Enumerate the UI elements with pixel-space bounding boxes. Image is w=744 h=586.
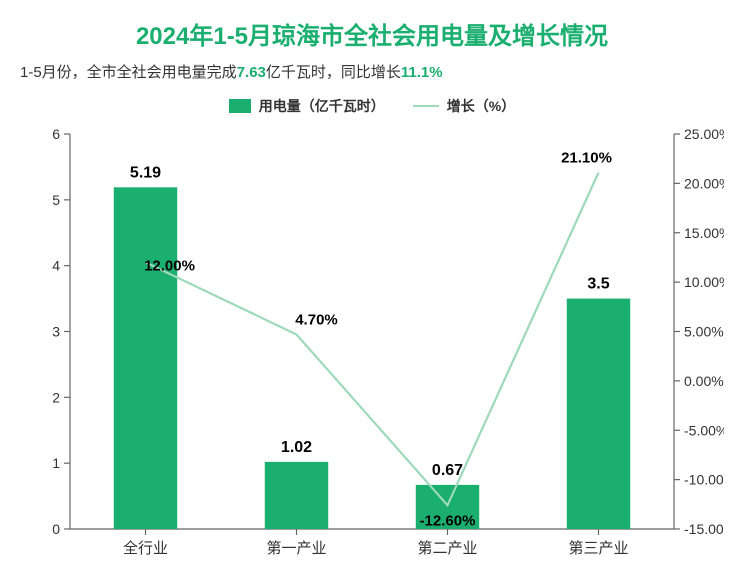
y-right-tick-label: -10.00%	[684, 472, 724, 488]
category-label: 全行业	[123, 539, 168, 557]
legend-item-line: 增长（%）	[413, 96, 515, 116]
growth-line	[146, 173, 599, 506]
line-value-label: 21.10%	[561, 150, 612, 167]
bar-value-label: 5.19	[130, 164, 161, 181]
y-right-tick-label: 20.00%	[684, 175, 724, 191]
line-value-label: 12.00%	[144, 257, 195, 274]
subtitle-prefix: 1-5月份，全市全社会用电量完成	[20, 64, 237, 81]
y-left-tick-label: 3	[52, 324, 60, 340]
legend-bar-label: 用电量（亿千瓦时）	[259, 96, 385, 116]
chart-subtitle: 1-5月份，全市全社会用电量完成7.63亿千瓦时，同比增长11.1%	[20, 61, 724, 82]
line-value-label: -12.60%	[420, 512, 476, 529]
legend-item-bar: 用电量（亿千瓦时）	[229, 96, 385, 116]
category-label: 第三产业	[568, 539, 628, 557]
category-label: 第二产业	[417, 539, 477, 557]
bar	[567, 299, 630, 529]
combo-chart: 0 1 2 3 4 5 6 -15.00% -10.00% -5.00% 0.00% 5.00% 10.…	[20, 124, 724, 564]
bar	[265, 462, 328, 529]
subtitle-value-2: 11.1%	[401, 64, 443, 81]
y-right-tick-label: 15.00%	[684, 225, 724, 241]
y-right-tick-label: -15.00%	[684, 521, 724, 537]
y-right-tick-label: 25.00%	[684, 126, 724, 142]
y-left-tick-label: 2	[52, 389, 60, 405]
bar-value-label: 3.5	[587, 276, 609, 293]
legend-swatch-line	[413, 105, 439, 107]
y-left-tick-label: 6	[52, 126, 60, 142]
y-left-tick-label: 4	[52, 258, 60, 274]
y-right-tick-label: 10.00%	[684, 274, 724, 290]
chart-title: 2024年1-5月琼海市全社会用电量及增长情况	[20, 16, 724, 51]
y-right-tick-label: -5.00%	[684, 422, 724, 438]
legend: 用电量（亿千瓦时） 增长（%）	[20, 96, 724, 116]
y-right-tick-label: 5.00%	[684, 324, 724, 340]
y-left-tick-label: 0	[52, 521, 60, 537]
category-label: 第一产业	[266, 539, 326, 557]
chart-area: 0 1 2 3 4 5 6 -15.00% -10.00% -5.00% 0.00% 5.00% 10.…	[20, 124, 724, 569]
subtitle-value-1: 7.63	[237, 64, 266, 81]
bar-value-label: 1.02	[281, 439, 312, 456]
legend-swatch-bar	[229, 99, 251, 113]
line-value-label: 4.70%	[295, 311, 338, 328]
subtitle-mid: 亿千瓦时，同比增长	[266, 64, 401, 81]
y-left-tick-label: 1	[52, 455, 60, 471]
bar	[114, 187, 177, 529]
bar-value-label: 0.67	[432, 462, 463, 479]
legend-line-label: 增长（%）	[447, 96, 515, 116]
y-right-tick-label: 0.00%	[684, 373, 724, 389]
y-left-tick-label: 5	[52, 192, 60, 208]
